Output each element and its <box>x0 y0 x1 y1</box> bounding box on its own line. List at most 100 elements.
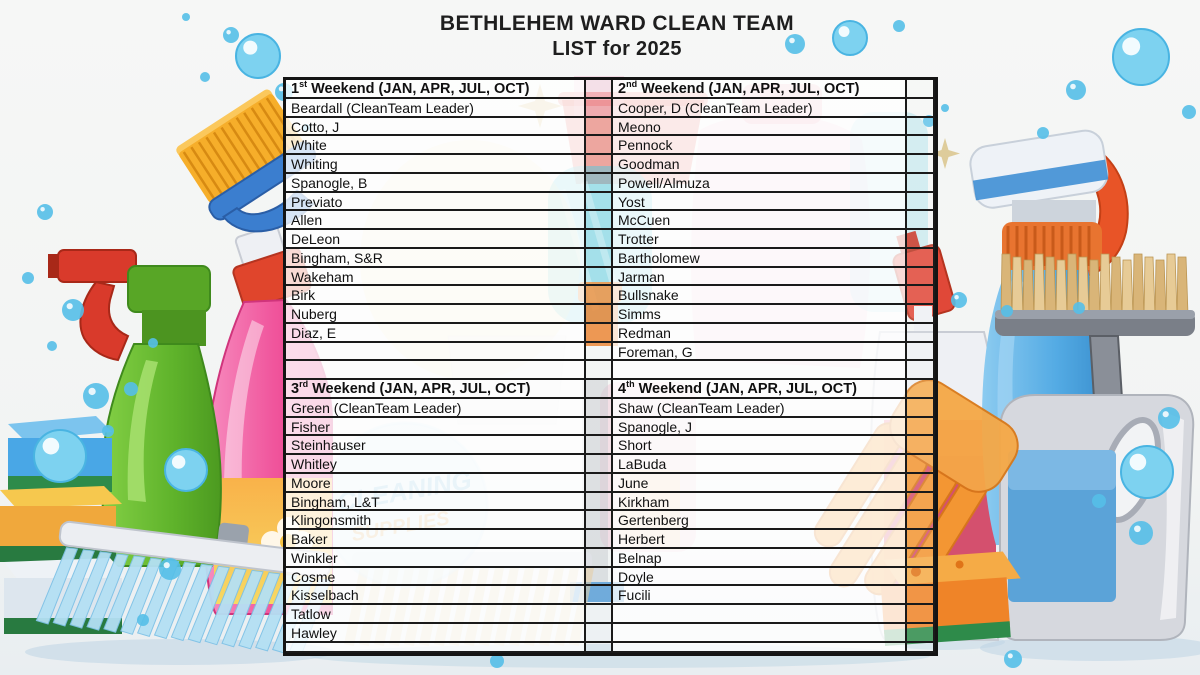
checkoff-cell <box>586 473 613 493</box>
checkoff-cell <box>907 173 935 193</box>
checkoff-cell <box>907 248 935 268</box>
checkoff-cell <box>907 530 935 549</box>
tan-bristles <box>1000 253 1189 315</box>
team-member-cell: Allen <box>286 211 586 230</box>
checkoff-cell <box>586 623 613 643</box>
team-member-cell: Cosme <box>286 567 586 587</box>
team-member-cell: Hawley <box>286 623 586 643</box>
checkoff-cell <box>586 398 613 418</box>
team-member-cell: Steinhauser <box>286 436 586 455</box>
checkoff-cell <box>586 230 613 249</box>
team-member-cell: Bingham, L&T <box>286 492 586 512</box>
checkoff-cell <box>907 586 935 605</box>
checkoff-cell <box>586 305 613 324</box>
team-member-cell: Cotto, J <box>286 117 586 137</box>
orange-bristles <box>182 97 299 200</box>
team-member-cell: Klingonsmith <box>286 511 586 530</box>
team-member-cell: Tatlow <box>286 605 586 624</box>
team-member-cell: McCuen <box>613 211 907 230</box>
team-member-cell: Nuberg <box>286 305 586 324</box>
checkoff-cell <box>907 473 935 493</box>
checkoff-cell <box>907 436 935 455</box>
team-member-cell: Yost <box>613 192 907 212</box>
checkoff-cell <box>586 192 613 212</box>
team-member-cell: Kisselbach <box>286 586 586 605</box>
checkoff-cell <box>586 511 613 530</box>
team-member-cell: Kirkham <box>613 492 907 512</box>
empty-row-cell <box>286 361 586 380</box>
checkoff-cell <box>907 492 935 512</box>
checkoff-cell <box>907 642 935 653</box>
checkoff-cell <box>586 605 613 624</box>
team-member-cell: Fisher <box>286 417 586 437</box>
orange-sponge-illustration <box>880 551 1021 646</box>
title-line1: BETHLEHEM WARD CLEAN TEAM <box>439 12 795 35</box>
team-member-cell: Birk <box>286 286 586 305</box>
checkoff-cell <box>907 380 935 399</box>
team-section-header: 3rd Weekend (JAN, APR, JUL, OCT) <box>286 380 586 399</box>
team-member-cell: Beardall (CleanTeam Leader) <box>286 98 586 118</box>
checkoff-cell <box>586 417 613 437</box>
checkoff-cell <box>586 548 613 568</box>
checkoff-cell <box>586 586 613 605</box>
checkoff-cell <box>907 192 935 212</box>
checkoff-cell <box>586 117 613 137</box>
team-member-cell: Previato <box>286 192 586 212</box>
checkoff-cell <box>907 117 935 137</box>
team-member-cell: Belnap <box>613 548 907 568</box>
checkoff-cell <box>586 136 613 155</box>
team-section-header: 1st Weekend (JAN, APR, JUL, OCT) <box>286 80 586 99</box>
checkoff-cell <box>586 248 613 268</box>
checkoff-cell <box>907 305 935 324</box>
team-member-cell: LaBuda <box>613 455 907 474</box>
team-member-cell: Moore <box>286 473 586 493</box>
checkoff-cell <box>907 98 935 118</box>
team-member-cell: Wakeham <box>286 267 586 287</box>
empty-row-cell <box>286 342 586 362</box>
team-member-cell: Bingham, S&R <box>286 248 586 268</box>
team-member-cell: Fucili <box>613 586 907 605</box>
checkoff-cell <box>586 455 613 474</box>
team-member-cell: Gertenberg <box>613 511 907 530</box>
checkoff-cell <box>586 492 613 512</box>
team-member-cell: Diaz, E <box>286 323 586 343</box>
team-member-cell: DeLeon <box>286 230 586 249</box>
team-section-header: 2nd Weekend (JAN, APR, JUL, OCT) <box>613 80 907 99</box>
checkoff-cell <box>586 342 613 362</box>
team-member-cell: Shaw (CleanTeam Leader) <box>613 398 907 418</box>
checkoff-cell <box>586 380 613 399</box>
team-member-cell: Spanogle, J <box>613 417 907 437</box>
checkoff-cell <box>907 548 935 568</box>
checkoff-cell <box>586 642 613 653</box>
tan-brush-illustration <box>995 253 1195 431</box>
checkoff-cell <box>907 323 935 343</box>
clean-team-roster-table: 1st Weekend (JAN, APR, JUL, OCT) Beardall… <box>283 77 938 656</box>
checkoff-cell <box>907 267 935 287</box>
flyer-title: BETHLEHEM WARD CLEAN TEAM LIST for 2025 <box>440 12 794 61</box>
checkoff-cell <box>907 80 935 99</box>
gray-jug-illustration <box>999 394 1195 641</box>
checkoff-cell <box>586 436 613 455</box>
green-spray-bottle-illustration <box>48 249 222 567</box>
team-member-cell: Short <box>613 436 907 455</box>
checkoff-cell <box>586 286 613 305</box>
team-member-cell: Pennock <box>613 136 907 155</box>
checkoff-cell <box>586 323 613 343</box>
empty-row-cell <box>613 361 907 380</box>
checkoff-cell <box>586 567 613 587</box>
team-member-cell: Powell/Almuza <box>613 173 907 193</box>
spray-trigger <box>79 280 130 362</box>
team-member-cell: Jarman <box>613 267 907 287</box>
checkoff-cell <box>586 211 613 230</box>
checkoff-cell <box>907 417 935 437</box>
team-member-cell: Winkler <box>286 548 586 568</box>
checkoff-cell <box>586 155 613 174</box>
team-member-cell: Spanogle, B <box>286 173 586 193</box>
empty-row-cell <box>286 642 586 653</box>
team-section-header: 4th Weekend (JAN, APR, JUL, OCT) <box>613 380 907 399</box>
checkoff-cell <box>586 530 613 549</box>
bubbles <box>22 13 1196 668</box>
checkoff-cell <box>907 286 935 305</box>
empty-row-cell <box>613 642 907 653</box>
checkoff-cell <box>907 511 935 530</box>
